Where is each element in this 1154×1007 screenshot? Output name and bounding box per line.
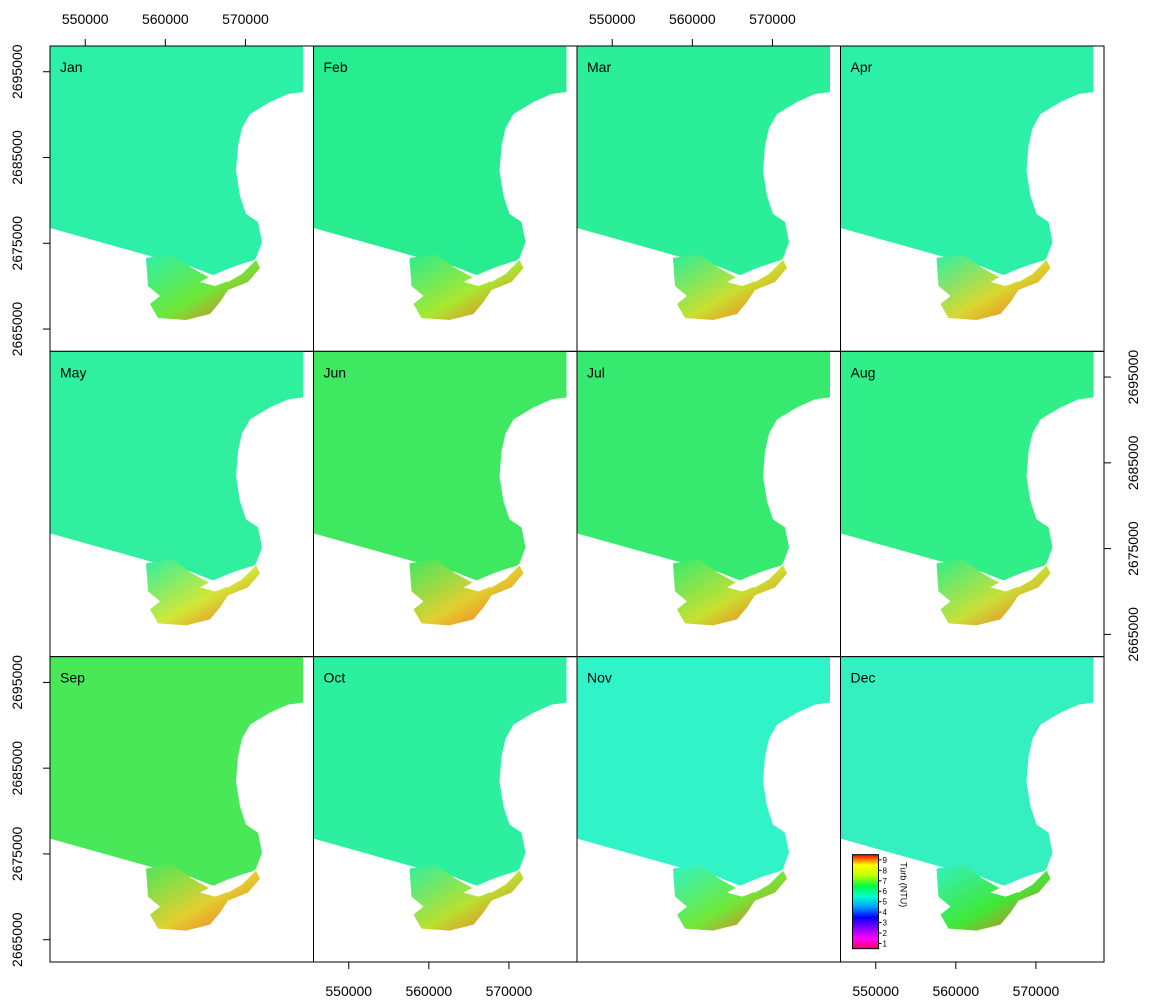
- y-tick-label: 2665000: [9, 912, 25, 967]
- panel-label: Jun: [324, 364, 347, 380]
- x-tick-label: 560000: [932, 983, 979, 999]
- legend-tick-label: 9: [883, 856, 888, 865]
- y-tick-label: 2675000: [1125, 521, 1141, 576]
- panel-label: Apr: [851, 59, 873, 75]
- x-tick-label: 570000: [749, 11, 796, 27]
- water-area: [314, 46, 567, 278]
- x-tick-label: 550000: [325, 983, 372, 999]
- x-tick-label: 560000: [669, 11, 716, 27]
- x-tick-label: 570000: [1013, 983, 1060, 999]
- x-tick-label: 560000: [405, 983, 452, 999]
- water-area: [577, 46, 830, 278]
- y-tick-label: 2665000: [1125, 607, 1141, 662]
- panel-label: Feb: [324, 59, 348, 75]
- y-tick-label: 2685000: [9, 130, 25, 185]
- panel-label: May: [60, 364, 86, 380]
- panel-label: Aug: [851, 364, 876, 380]
- y-tick-label: 2665000: [9, 302, 25, 357]
- map-panel: Mar: [577, 46, 841, 351]
- water-area: [577, 657, 830, 889]
- y-tick-label: 2695000: [9, 655, 25, 710]
- water-area: [50, 351, 303, 583]
- panel-label: Sep: [60, 670, 85, 686]
- map-panel: Sep: [50, 657, 314, 962]
- y-tick-label: 2685000: [1125, 435, 1141, 490]
- map-panel: Jul: [577, 351, 841, 656]
- water-area: [841, 351, 1094, 583]
- map-panel: Jun: [314, 351, 578, 656]
- panel-label: Mar: [587, 59, 611, 75]
- x-tick-label: 550000: [589, 11, 636, 27]
- x-tick-label: 550000: [62, 11, 109, 27]
- panel-label: Jan: [60, 59, 83, 75]
- legend-tick-label: 7: [883, 877, 888, 886]
- water-area: [314, 351, 567, 583]
- map-panel: Nov: [577, 657, 841, 962]
- x-tick-label: 560000: [142, 11, 189, 27]
- panel-label: Jul: [587, 364, 605, 380]
- panel-label: Oct: [324, 670, 346, 686]
- y-tick-label: 2675000: [9, 216, 25, 271]
- map-panel: Feb: [314, 46, 578, 351]
- y-tick-label: 2695000: [1125, 350, 1141, 405]
- map-panel: Aug: [841, 351, 1105, 656]
- panel-label: Dec: [851, 670, 876, 686]
- x-tick-label: 570000: [222, 11, 269, 27]
- x-tick-label: 570000: [486, 983, 533, 999]
- legend-tick-label: 3: [883, 919, 888, 928]
- y-tick-label: 2695000: [9, 44, 25, 99]
- map-panel: Apr: [841, 46, 1105, 351]
- map-figure: Jan Feb Mar Apr May Jun Jul Aug Sep Oct Nov Dec 5500…: [0, 0, 1154, 1002]
- legend-tick-label: 4: [883, 908, 888, 917]
- water-area: [314, 657, 567, 889]
- water-area: [841, 657, 1094, 889]
- map-panel: May: [50, 351, 314, 656]
- panel-label: Nov: [587, 670, 612, 686]
- legend-tick-label: 1: [883, 939, 888, 948]
- water-area: [841, 46, 1094, 278]
- y-tick-label: 2685000: [9, 741, 25, 796]
- legend-title: Turb (NTU): [899, 862, 909, 907]
- legend-tick-label: 2: [883, 929, 888, 938]
- map-panel: Jan: [50, 46, 314, 351]
- y-tick-label: 2675000: [9, 826, 25, 881]
- colorbar: [853, 855, 879, 949]
- water-area: [577, 351, 830, 583]
- legend-tick-label: 8: [883, 866, 888, 875]
- map-panel: Dec: [841, 657, 1105, 962]
- water-area: [50, 46, 303, 278]
- x-tick-label: 550000: [852, 983, 899, 999]
- legend-tick-label: 6: [883, 887, 888, 896]
- water-area: [50, 657, 303, 889]
- legend-tick-label: 5: [883, 898, 888, 907]
- map-panel: Oct: [314, 657, 578, 962]
